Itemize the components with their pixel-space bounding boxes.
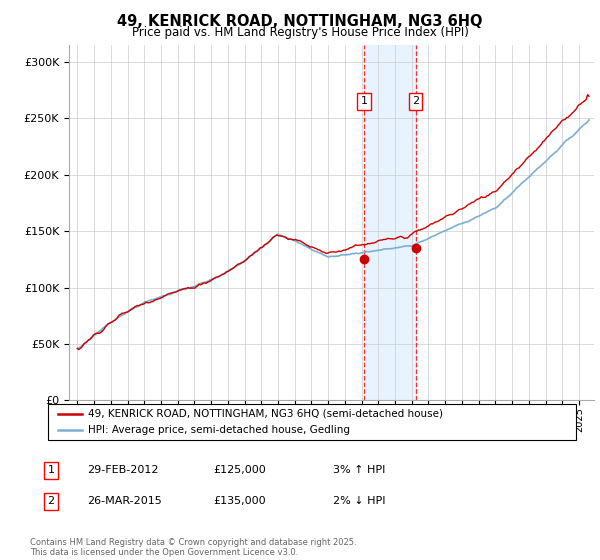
Text: 49, KENRICK ROAD, NOTTINGHAM, NG3 6HQ (semi-detached house): 49, KENRICK ROAD, NOTTINGHAM, NG3 6HQ (s… <box>88 409 443 419</box>
Text: 2: 2 <box>412 96 419 106</box>
Text: Price paid vs. HM Land Registry's House Price Index (HPI): Price paid vs. HM Land Registry's House … <box>131 26 469 39</box>
Bar <box>364 45 416 400</box>
Text: 26-MAR-2015: 26-MAR-2015 <box>87 496 162 506</box>
Text: HPI: Average price, semi-detached house, Gedling: HPI: Average price, semi-detached house,… <box>88 425 350 435</box>
Text: 2: 2 <box>47 496 55 506</box>
Text: 49, KENRICK ROAD, NOTTINGHAM, NG3 6HQ: 49, KENRICK ROAD, NOTTINGHAM, NG3 6HQ <box>117 14 483 29</box>
Text: 2% ↓ HPI: 2% ↓ HPI <box>333 496 386 506</box>
Text: 1: 1 <box>361 96 368 106</box>
Text: 3% ↑ HPI: 3% ↑ HPI <box>333 465 385 475</box>
Text: £135,000: £135,000 <box>213 496 266 506</box>
Text: Contains HM Land Registry data © Crown copyright and database right 2025.
This d: Contains HM Land Registry data © Crown c… <box>30 538 356 557</box>
Text: £125,000: £125,000 <box>213 465 266 475</box>
Text: 29-FEB-2012: 29-FEB-2012 <box>87 465 158 475</box>
Text: 1: 1 <box>47 465 55 475</box>
FancyBboxPatch shape <box>48 404 576 440</box>
